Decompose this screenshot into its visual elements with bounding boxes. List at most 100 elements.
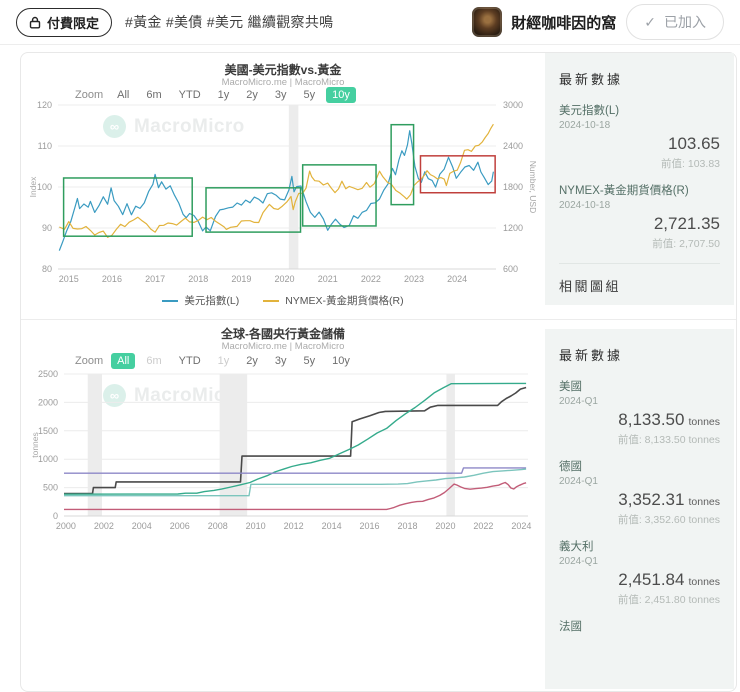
data-series-link[interactable]: 德國	[559, 461, 582, 473]
zoom-option-1y[interactable]: 1y	[217, 355, 230, 367]
latest-data-heading: 最新數據	[559, 348, 624, 363]
data-date: 2024-10-18	[559, 200, 611, 211]
paid-only-label: 付費限定	[47, 15, 100, 31]
zoom-option-6m[interactable]: 6m	[146, 89, 162, 101]
zoom-option-5y[interactable]: 5y	[303, 89, 316, 101]
data-date: 2024-Q1	[559, 396, 598, 407]
zoom-option-10y[interactable]: 10y	[326, 87, 356, 103]
zoom-option-10y[interactable]: 10y	[332, 355, 350, 367]
legend-swatch	[263, 299, 280, 302]
svg-text:2004: 2004	[132, 521, 152, 531]
data-date: 2024-10-18	[559, 120, 611, 131]
data-value-number: 8,133.50	[618, 410, 685, 429]
svg-text:2019: 2019	[231, 274, 251, 284]
svg-text:2020: 2020	[435, 521, 455, 531]
svg-text:80: 80	[42, 264, 52, 274]
svg-text:2023: 2023	[404, 274, 424, 284]
legend-item[interactable]: NYMEX-黃金期貨價格(R)	[263, 293, 404, 308]
svg-text:2022: 2022	[361, 274, 381, 284]
data-prev-value: 前值: 2,451.80 tonnes	[617, 594, 720, 606]
zoom-toolbar: Zoom All 6m YTD 1y 2y 3y 5y 10y	[75, 87, 356, 103]
latest-data-heading: 最新數據	[559, 72, 624, 87]
zoom-option-3y[interactable]: 3y	[274, 89, 287, 101]
post-header: 付費限定 #黃金 #美債 #美元 繼續觀察共鳴 財經咖啡因的窩 ✓ 已加入	[0, 0, 740, 45]
chart-section-usd-vs-gold: 美國-美元指數vs.黃金 MacroMicro.me | MacroMicro …	[21, 53, 736, 319]
zoom-option-2y[interactable]: 2y	[246, 355, 258, 367]
legend-label: 美元指數(L)	[184, 295, 240, 307]
svg-text:120: 120	[37, 101, 52, 110]
chart-section-gold-reserves: 全球-各國央行黃金儲備 MacroMicro.me | MacroMicro Z…	[21, 319, 736, 692]
svg-text:2006: 2006	[170, 521, 190, 531]
svg-text:1800: 1800	[503, 182, 523, 192]
zoom-option-5y[interactable]: 5y	[303, 355, 316, 367]
data-prev-value: 前值: 3,352.60 tonnes	[617, 514, 720, 526]
chart-area: 美國-美元指數vs.黃金 MacroMicro.me | MacroMicro …	[21, 53, 545, 319]
svg-text:2022: 2022	[473, 521, 493, 531]
latest-data-item: 義大利 2024-Q1 2,451.84 tonnes 前值: 2,451.80 ton…	[559, 538, 720, 607]
data-value-number: 3,352.31	[618, 490, 685, 509]
latest-data-item: 法國	[559, 618, 720, 634]
data-value: 3,352.31 tonnes	[559, 490, 720, 510]
chart-sidebar: 最新數據 美國 2024-Q1 8,133.50 tonnes 前值: 8,133.50…	[545, 320, 736, 692]
gold-reserves-line-chart[interactable]: 0 500 1000 1500 2000 2500 2000 2002 2004 2006 2008…	[31, 364, 541, 540]
svg-text:2000: 2000	[38, 397, 58, 407]
svg-text:Index: Index	[29, 176, 38, 198]
chart-title: 美國-美元指數vs.黃金	[224, 63, 342, 77]
zoom-option-6m[interactable]: 6m	[146, 355, 162, 367]
chart-source[interactable]: MacroMicro.me | MacroMicro	[221, 341, 345, 352]
zoom-option-3y[interactable]: 3y	[274, 355, 287, 367]
svg-text:2400: 2400	[503, 141, 523, 151]
data-unit: tonnes	[688, 496, 720, 508]
data-prev-value: 前值: 103.83	[661, 158, 720, 170]
svg-text:100: 100	[37, 182, 52, 192]
svg-text:3000: 3000	[503, 101, 523, 110]
svg-text:2018: 2018	[397, 521, 417, 531]
zoom-option-2y[interactable]: 2y	[246, 89, 258, 101]
svg-text:2016: 2016	[102, 274, 122, 284]
latest-data-item: NYMEX-黃金期貨價格(R) 2024-10-18 2,721.35 前值: 2,7…	[559, 182, 720, 251]
zoom-option-all[interactable]: All	[111, 353, 136, 369]
svg-text:2024: 2024	[447, 274, 467, 284]
joined-button[interactable]: ✓ 已加入	[626, 4, 724, 40]
paid-only-badge: 付費限定	[16, 7, 113, 37]
channel-name[interactable]: 財經咖啡因的窩	[511, 14, 617, 32]
svg-text:2015: 2015	[59, 274, 79, 284]
zoom-option-all[interactable]: All	[117, 89, 130, 101]
data-value: 2,451.84 tonnes	[559, 570, 720, 590]
chart-source[interactable]: MacroMicro.me | MacroMicro	[221, 77, 345, 88]
svg-text:2017: 2017	[145, 274, 165, 284]
zoom-option-ytd[interactable]: YTD	[178, 355, 201, 367]
latest-data-panel: 最新數據 美元指數(L) 2024-10-18 103.65 前值: 103.83 NY…	[545, 53, 734, 305]
data-unit: tonnes	[688, 576, 720, 588]
svg-text:2024: 2024	[511, 521, 531, 531]
hashtags[interactable]: #黃金 #美債 #美元 繼續觀察共鳴	[125, 14, 334, 30]
latest-data-item: 美元指數(L) 2024-10-18 103.65 前值: 103.83	[559, 102, 720, 171]
data-series-link[interactable]: 美元指數(L)	[559, 105, 620, 117]
chart-legend: 美元指數(L) NYMEX-黃金期貨價格(R)	[21, 293, 545, 308]
svg-text:2020: 2020	[275, 274, 295, 284]
zoom-option-1y[interactable]: 1y	[217, 89, 230, 101]
legend-swatch	[162, 299, 179, 302]
data-series-link[interactable]: 美國	[559, 381, 582, 393]
data-value: 8,133.50 tonnes	[559, 410, 720, 430]
data-series-link[interactable]: 義大利	[559, 541, 594, 553]
svg-text:90: 90	[42, 223, 52, 233]
usd-gold-line-chart[interactable]: 80 90 100 110 120 600 1200 1800 2400 3000 2015 2016…	[29, 101, 537, 291]
svg-text:500: 500	[43, 483, 58, 493]
lock-icon	[29, 16, 41, 29]
legend-item[interactable]: 美元指數(L)	[162, 293, 239, 308]
data-series-link[interactable]: 法國	[559, 621, 582, 633]
svg-text:2000: 2000	[56, 521, 76, 531]
zoom-option-ytd[interactable]: YTD	[178, 89, 201, 101]
data-value: 103.65	[559, 134, 720, 154]
svg-text:Number, USD: Number, USD	[528, 161, 537, 213]
latest-data-panel: 最新數據 美國 2024-Q1 8,133.50 tonnes 前值: 8,133.50…	[545, 329, 734, 689]
svg-text:tonnes: tonnes	[31, 432, 40, 458]
channel-avatar[interactable]	[472, 7, 503, 37]
svg-text:2021: 2021	[318, 274, 338, 284]
chart-sidebar: 最新數據 美元指數(L) 2024-10-18 103.65 前值: 103.83 NY…	[545, 53, 736, 319]
data-series-link[interactable]: NYMEX-黃金期貨價格(R)	[559, 185, 689, 197]
data-date: 2024-Q1	[559, 476, 598, 487]
svg-text:2014: 2014	[322, 521, 342, 531]
data-value-number: 2,721.35	[653, 214, 720, 233]
